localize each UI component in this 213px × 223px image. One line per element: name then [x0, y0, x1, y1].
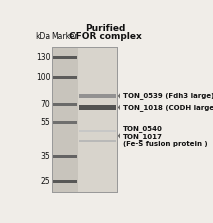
Bar: [79, 140, 116, 142]
Text: CFOR complex: CFOR complex: [69, 32, 142, 41]
Text: 35: 35: [41, 152, 50, 161]
Text: TON_0539 (Fdh3 large): TON_0539 (Fdh3 large): [123, 93, 213, 99]
Bar: [79, 130, 116, 132]
Text: 55: 55: [41, 118, 50, 127]
Bar: [78, 47, 117, 192]
Bar: [79, 105, 116, 109]
Bar: [53, 180, 77, 183]
Bar: [52, 47, 78, 192]
Bar: [79, 94, 116, 98]
Bar: [53, 103, 77, 105]
Bar: [53, 155, 77, 158]
Text: Marker: Marker: [52, 32, 78, 41]
Text: 130: 130: [36, 53, 50, 62]
Text: TON_1018 (CODH large): TON_1018 (CODH large): [123, 104, 213, 111]
Bar: [52, 47, 117, 192]
Bar: [52, 47, 117, 192]
Bar: [53, 56, 77, 59]
Text: TON_0540
TON_1017
(Fe-S fusion protein ): TON_0540 TON_1017 (Fe-S fusion protein ): [123, 125, 208, 147]
Text: kDa: kDa: [35, 32, 50, 41]
Text: 100: 100: [36, 73, 50, 82]
Text: 70: 70: [41, 100, 50, 109]
Bar: [53, 121, 77, 124]
Bar: [53, 76, 77, 79]
Text: 25: 25: [41, 178, 50, 186]
Text: Purified: Purified: [85, 24, 126, 33]
